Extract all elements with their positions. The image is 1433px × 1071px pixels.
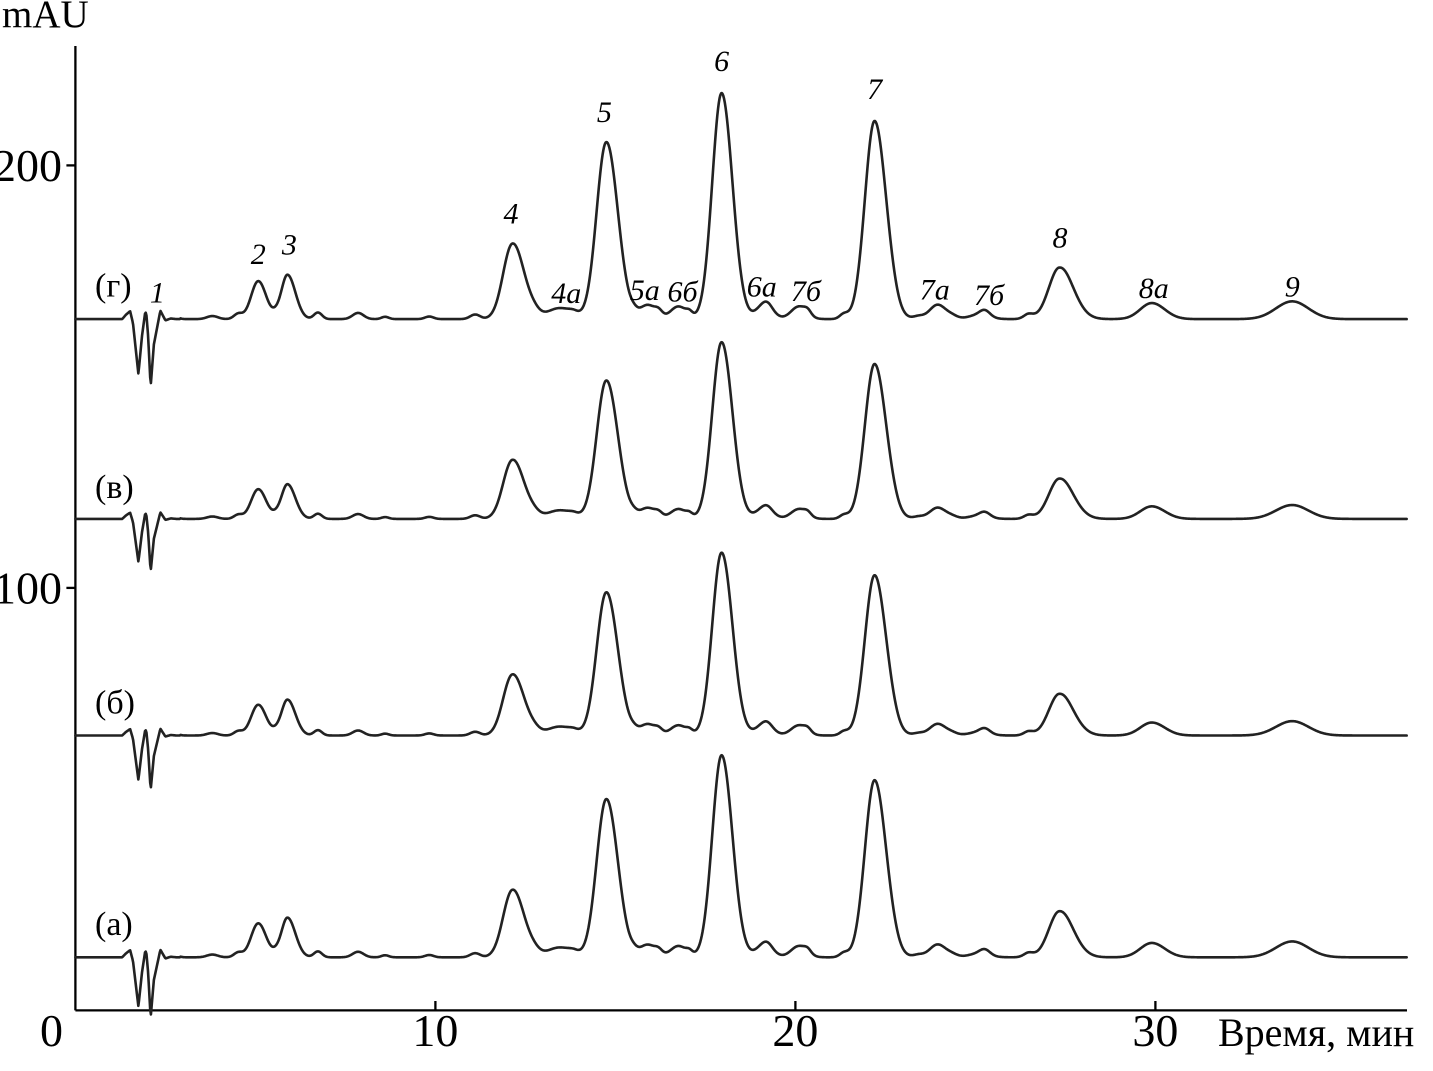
svg-text:100: 100 [0,562,62,613]
svg-text:4: 4 [504,198,519,231]
svg-text:(б): (б) [95,685,135,722]
svg-text:(в): (в) [95,469,134,506]
svg-text:5: 5 [597,96,612,129]
svg-text:8a: 8a [1139,272,1169,305]
svg-text:6б: 6б [667,275,698,308]
svg-text:7б: 7б [974,279,1005,312]
svg-text:8: 8 [1053,222,1068,255]
svg-text:6: 6 [714,45,729,78]
svg-text:3: 3 [281,229,297,262]
svg-text:(а): (а) [95,906,133,943]
svg-text:(г): (г) [95,268,132,305]
svg-text:30: 30 [1132,1005,1178,1056]
svg-text:mAU: mAU [2,0,89,36]
svg-text:4a: 4a [551,277,581,310]
svg-text:6a: 6a [747,271,777,304]
svg-text:2: 2 [251,238,266,271]
svg-text:7б: 7б [791,275,822,308]
svg-text:20: 20 [772,1005,818,1056]
svg-text:10: 10 [412,1005,458,1056]
svg-text:7a: 7a [920,274,950,307]
svg-text:7: 7 [867,73,884,106]
svg-text:0: 0 [40,1005,63,1056]
svg-text:Время, мин: Время, мин [1218,1010,1414,1055]
svg-text:1: 1 [150,277,165,310]
svg-text:9: 9 [1285,270,1300,303]
svg-text:200: 200 [0,140,62,191]
svg-text:5a: 5a [630,274,660,307]
